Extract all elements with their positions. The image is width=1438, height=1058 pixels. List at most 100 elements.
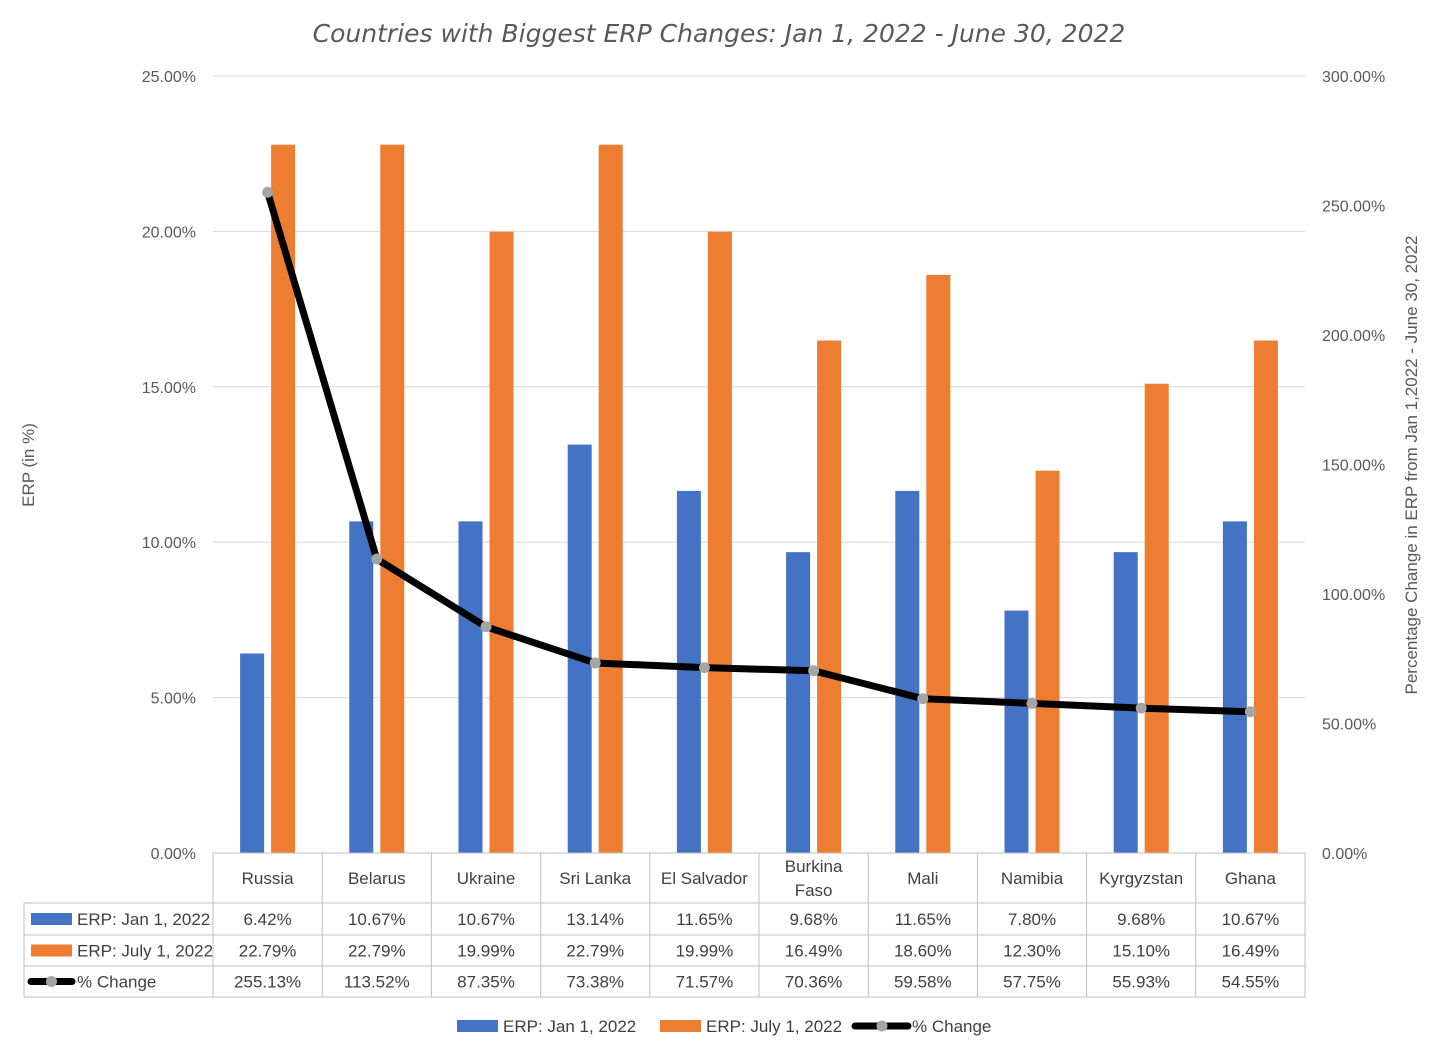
category-label: El Salvador [661,869,748,888]
bar-july-sri-lanka [598,144,623,854]
pct-change-point [480,621,492,633]
pct-change-point [262,186,274,198]
category-label: Ghana [1225,869,1277,888]
bar-july-ghana [1253,340,1278,853]
table-cell: 73.38% [566,973,624,992]
category-label: Belarus [348,869,406,888]
table-cell: 10.67% [348,910,406,929]
right-axis-ticks: 0.00% 50.00% 100.00% 150.00% 200.00% 250.00% 3… [1322,69,1385,863]
pct-change-point [589,657,601,669]
pct-change-point [1026,697,1038,709]
legend-label: % Change [912,1017,991,1036]
bar-jan-ukraine [458,521,483,853]
data-table: Russia Belarus Ukraine Sri Lanka El Salvador… [23,852,1306,998]
table-cell: 6.42% [243,910,291,929]
table-row-header: ERP: Jan 1, 2022 [77,910,210,929]
table-cell: 16.49% [785,942,843,961]
right-tick-label: 250.00% [1322,199,1385,216]
legend-label: ERP: Jan 1, 2022 [503,1017,636,1036]
bar-jan-mali [895,490,920,853]
left-axis-title: ERP (in %) [19,423,38,507]
left-tick-label: 0.00% [151,846,196,863]
table-cell: 18.60% [894,942,952,961]
legend: ERP: Jan 1, 2022 ERP: July 1, 2022 % Chang… [457,1017,991,1036]
right-tick-label: 150.00% [1322,458,1385,475]
bar-jan-kyrgyzstan [1113,552,1138,853]
table-cell: 22.79% [348,942,406,961]
table-cell: 71.57% [676,973,734,992]
table-cell: 22.79% [566,942,624,961]
table-cell: 12.30% [1003,942,1061,961]
right-tick-label: 50.00% [1322,717,1376,734]
table-row-header: % Change [77,973,156,992]
pct-change-point [698,662,710,674]
table-legend-key [31,944,72,957]
table-cell: 255.13% [234,973,301,992]
table-cell: 22.79% [239,942,297,961]
right-tick-label: 300.00% [1322,69,1385,86]
chart-title: Countries with Biggest ERP Changes: Jan … [313,19,1126,48]
bar-jan-el-salvador [676,490,701,853]
left-axis-ticks: 0.00% 5.00% 10.00% 15.00% 20.00% 25.00% [142,69,196,863]
table-cell: 59.58% [894,973,952,992]
legend-label: ERP: July 1, 2022 [706,1017,842,1036]
category-label: Kyrgyzstan [1099,869,1183,888]
bar-jan-ghana [1222,521,1247,853]
bar-jan-russia [240,653,265,853]
category-label: Sri Lanka [559,869,631,888]
pct-change-line [262,186,1256,718]
table-cell: 55.93% [1112,973,1170,992]
bar-july-mali [926,274,951,853]
bar-jan-namibia [1004,610,1029,853]
table-cell: 10.67% [1222,910,1280,929]
left-tick-label: 25.00% [142,69,196,86]
table-cell: 113.52% [344,973,410,992]
bar-july-ukraine [489,231,514,853]
table-row-header: ERP: July 1, 2022 [77,942,213,961]
right-axis-title: Percentage Change in ERP from Jan 1,2022… [1402,236,1421,695]
table-cell: 16.49% [1222,942,1280,961]
table-cell: 70.36% [785,973,843,992]
table-cell: 11.65% [895,910,951,929]
bar-july-burkina-faso [817,340,842,853]
table-cell: 9.68% [789,910,837,929]
pct-change-point [808,665,820,677]
table-cell: 11.65% [676,910,732,929]
table-cell: 15.10% [1112,942,1170,961]
bar-jan-burkina-faso [786,552,811,853]
table-cell: 19.99% [457,942,515,961]
category-label: Burkina Faso [785,857,843,900]
legend-key [457,1020,498,1032]
category-label: Ukraine [457,869,516,888]
table-cell: 9.68% [1117,910,1165,929]
bar-july-el-salvador [707,231,732,853]
table-cell: 10.67% [457,910,515,929]
pct-change-line-path [264,188,1254,716]
right-tick-label: 200.00% [1322,328,1385,345]
table-cell: 57.75% [1003,973,1061,992]
table-legend-marker [46,976,57,987]
table-cell: 7.80% [1008,910,1056,929]
right-tick-label: 100.00% [1322,587,1385,604]
table-cell: 87.35% [457,973,515,992]
legend-marker [876,1020,888,1032]
left-tick-label: 10.00% [142,535,196,552]
bar-july-kyrgyzstan [1144,383,1169,853]
gridlines [213,75,1305,854]
category-label: Mali [907,869,938,888]
pct-change-point [371,553,383,565]
pct-change-point [1244,706,1256,718]
table-cell: 13.14% [566,910,624,929]
left-tick-label: 20.00% [142,224,196,241]
right-tick-label: 0.00% [1322,846,1367,863]
bar-jan-sri-lanka [567,444,592,853]
left-tick-label: 15.00% [142,380,196,397]
pct-change-point [917,693,929,705]
table-cell: 54.55% [1222,973,1280,992]
table-cell: 19.99% [676,942,734,961]
pct-change-point [1135,702,1147,714]
bars [240,144,1278,854]
bar-jan-belarus [349,521,374,853]
legend-key [660,1020,701,1032]
